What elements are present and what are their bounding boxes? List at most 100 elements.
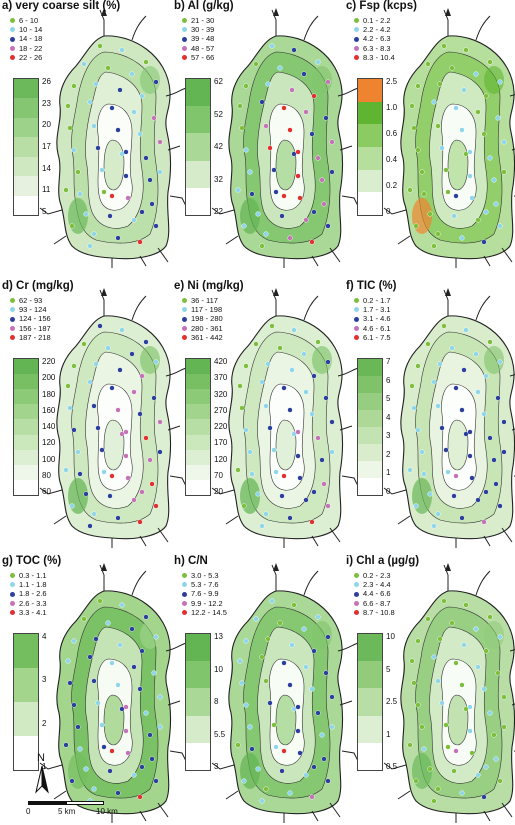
sample-point [287, 127, 293, 133]
legend-dot-icon [10, 609, 15, 615]
color-scale-segment [358, 461, 382, 478]
class-legend-e: 36 - 117 117 - 198 198 - 280 280 - 361 361 -… [182, 296, 223, 342]
legend-dot-icon [354, 298, 359, 304]
legend-entry: 8.7 - 10.8 [354, 608, 395, 617]
legend-entry: 0.3 - 1.1 [10, 571, 47, 580]
color-scale-segment [14, 419, 38, 435]
shaded-zone [140, 621, 160, 649]
sample-point [497, 223, 503, 229]
sample-point [115, 790, 121, 796]
color-scale-tick: 220 [214, 422, 228, 431]
sample-point [71, 638, 77, 644]
sample-point [323, 395, 329, 401]
legend-label: 2.6 - 3.3 [19, 598, 47, 608]
sample-point [467, 149, 473, 155]
color-scale-tick: 26 [42, 77, 51, 86]
sample-point [273, 469, 279, 475]
color-scale-tick: 17 [42, 142, 51, 151]
sample-point [301, 71, 307, 77]
color-scale-tick: 4 [42, 632, 47, 641]
sample-point [281, 473, 287, 479]
river-line [337, 367, 359, 377]
legend-entry: 6.1 - 7.5 [354, 333, 391, 342]
sample-point [459, 407, 465, 413]
scale-bar: 0 5 km 10 km [26, 798, 118, 818]
lake-map-c [383, 8, 515, 268]
sample-point [131, 664, 137, 670]
sample-point [295, 429, 301, 435]
sample-point [431, 798, 437, 804]
sample-point [143, 435, 149, 441]
sample-point [123, 429, 129, 435]
sample-point [315, 435, 321, 441]
river-line [169, 750, 187, 762]
legend-label: 18 - 22 [19, 43, 43, 53]
sample-point [439, 145, 445, 151]
shaded-zone [312, 621, 332, 649]
sample-point [325, 778, 331, 784]
color-scale-tick: 370 [214, 373, 228, 383]
sample-point [247, 449, 253, 455]
sample-point [271, 722, 277, 728]
legend-dot-icon [182, 27, 187, 33]
sample-point [445, 469, 451, 475]
color-scale-segment [358, 634, 382, 662]
sample-point [297, 195, 303, 201]
sample-point [413, 503, 419, 509]
sample-point [109, 660, 115, 666]
color-scale-tick: 60 [42, 487, 51, 496]
color-scale-tick: 1.0 [386, 103, 398, 112]
color-scale-tick: 1 [386, 729, 391, 739]
sample-point [473, 351, 479, 357]
color-scale-segment [14, 634, 38, 668]
legend-entry: 3.3 - 4.1 [10, 608, 47, 617]
sample-point [309, 794, 315, 800]
sample-point [91, 231, 97, 237]
sample-point [239, 680, 245, 686]
sample-point [95, 425, 101, 431]
color-scale-tick: 160 [42, 405, 56, 415]
color-scale-segment [358, 393, 382, 410]
river-line [157, 247, 169, 263]
sample-point [271, 167, 277, 173]
sample-point [281, 193, 287, 199]
sample-point [487, 59, 493, 65]
legend-dot-icon [182, 307, 187, 313]
sample-point [315, 339, 321, 345]
legend-dot-icon [354, 591, 359, 597]
sample-point [75, 724, 81, 730]
sample-point [131, 217, 137, 223]
lake-outline [400, 35, 515, 260]
color-scale-segment [186, 634, 210, 662]
color-scale-segment [358, 688, 382, 716]
color-scale-segment [358, 661, 382, 689]
sample-point [273, 189, 279, 195]
sample-point [501, 419, 507, 425]
river-line [511, 703, 515, 706]
river-line [303, 15, 319, 41]
river-line [501, 527, 513, 543]
color-scale-tick: 7 [386, 357, 391, 366]
sample-point [77, 746, 83, 752]
sample-point [269, 598, 275, 604]
outflow-arrow-icon [445, 8, 451, 16]
sample-point [421, 471, 427, 477]
legend-label: 0.2 - 2.3 [363, 571, 391, 580]
legend-entry: 36 - 117 [182, 296, 223, 305]
sample-point [237, 103, 243, 109]
sample-point [147, 177, 153, 183]
river-line [329, 802, 341, 818]
color-scale-tick: 2.5 [386, 697, 398, 706]
color-scale-segment [14, 137, 38, 157]
sample-point [279, 768, 285, 774]
sample-point [323, 115, 329, 121]
color-scale-a [13, 78, 39, 216]
map-panel-a: a) very coarse silt (%) 6 - 10 10 - 14 14 -… [0, 0, 187, 270]
legend-entry: 6.3 - 8.3 [354, 44, 395, 53]
sample-point [131, 109, 137, 115]
legend-entry: 156 - 187 [10, 324, 51, 333]
river-line [169, 195, 187, 207]
sample-point [321, 481, 327, 487]
sample-point [493, 756, 499, 762]
river-line [39, 207, 63, 215]
